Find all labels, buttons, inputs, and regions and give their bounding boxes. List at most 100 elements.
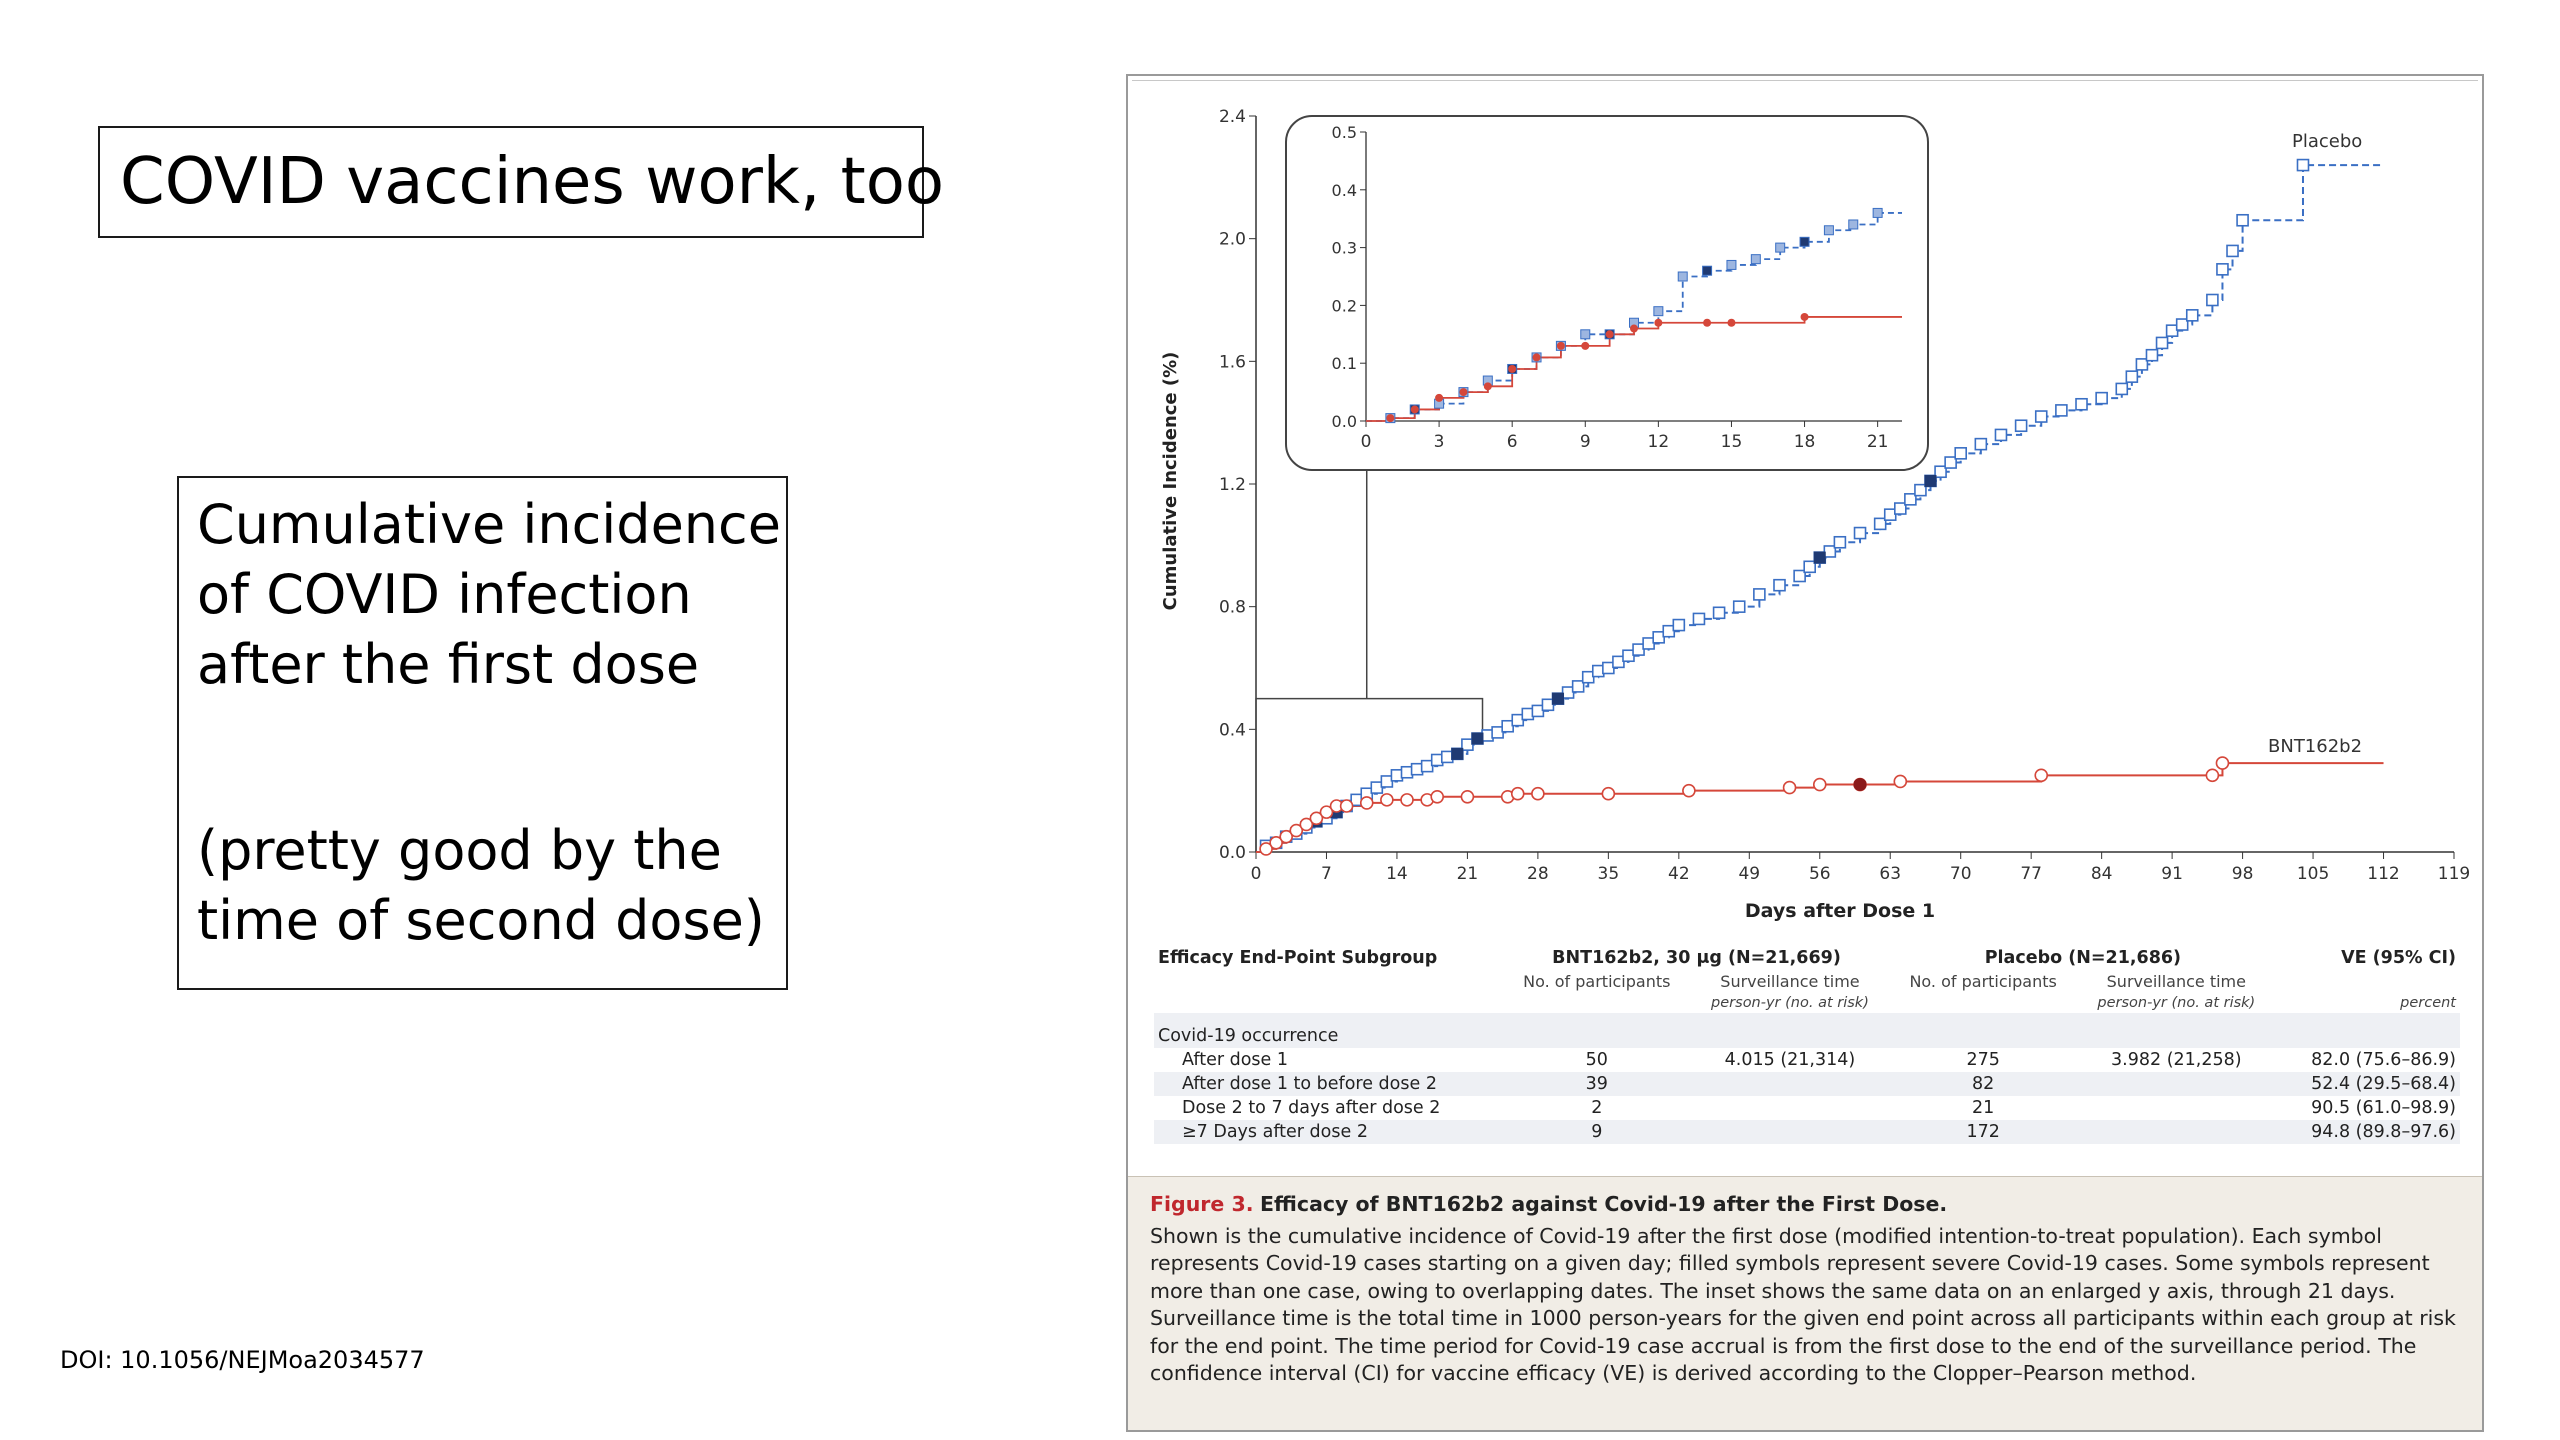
placebo-point — [2175, 318, 2189, 331]
table-group-label: Covid-19 occurrence — [1154, 1013, 2460, 1048]
row-label: After dose 1 to before dose 2 — [1154, 1072, 1504, 1096]
inset-placebo-point — [1848, 219, 1859, 230]
placebo-point — [1853, 526, 1867, 540]
caption-body: Shown is the cumulative incidence of Cov… — [1150, 1223, 2456, 1386]
vaccine-participants: 39 — [1503, 1072, 1691, 1096]
inset-vaccine-point — [1508, 364, 1517, 373]
placebo-point — [1904, 493, 1917, 506]
inset-placebo-point — [1726, 259, 1737, 270]
placebo-participants: 172 — [1889, 1120, 2077, 1144]
vaccine-point — [1782, 780, 1797, 795]
vaccine-participants: 9 — [1503, 1120, 1691, 1144]
x-tick-label: 119 — [2438, 864, 2470, 884]
inset-vaccine-point — [1459, 388, 1468, 397]
inset-y-tick-label: 0.5 — [1332, 123, 1357, 142]
placebo-point — [2145, 348, 2159, 362]
vaccine-point — [1893, 774, 1908, 789]
x-tick-label: 112 — [2367, 864, 2399, 884]
table-header-subgroup: Efficacy End-Point Subgroup — [1158, 948, 1438, 968]
vaccine-participants: 2 — [1591, 1098, 1603, 1118]
inset-y-tick-label: 0.3 — [1332, 239, 1357, 258]
inset-vaccine-point — [1630, 324, 1638, 333]
placebo-point — [1944, 456, 1957, 469]
inset-vaccine-point — [1581, 341, 1590, 350]
row-label: After dose 1 — [1182, 1050, 1288, 1070]
y-tick-label: 1.6 — [1219, 352, 1246, 372]
vaccine-point — [1319, 805, 1334, 819]
y-tick-label: 2.0 — [1219, 230, 1246, 250]
placebo-point — [2075, 397, 2088, 411]
vaccine-surveillance: 4.015 (21,314) — [1724, 1050, 1856, 1070]
caption-label: Figure 3. — [1150, 1192, 1254, 1216]
table-subheader-participants: No. of participants — [1909, 972, 2057, 991]
x-tick-label: 28 — [1527, 864, 1549, 884]
inset-vaccine-point — [1532, 353, 1541, 362]
placebo-point — [1712, 606, 1726, 620]
inset-y-tick-label: 0.4 — [1332, 181, 1357, 200]
x-tick-label: 91 — [2161, 864, 2183, 884]
table-subheader-participants: No. of participants — [1523, 972, 1671, 991]
placebo-point — [1823, 545, 1837, 558]
inset-y-tick-label: 0.0 — [1332, 412, 1357, 431]
table-row: ≥7 Days after dose 2 9 172 94.8 (89.8–97… — [1154, 1120, 2460, 1144]
placebo-point — [1914, 483, 1927, 497]
placebo-point — [2125, 370, 2139, 383]
placebo-point — [2155, 336, 2169, 350]
vaccine-point — [1309, 811, 1324, 826]
placebo-point — [1773, 578, 1786, 592]
vaccine-point — [1531, 786, 1545, 801]
inset-frame — [1285, 115, 1929, 471]
placebo-point — [1732, 600, 1746, 613]
placebo-point — [2185, 309, 2199, 322]
vaccine-point — [1289, 823, 1304, 838]
placebo-point — [2034, 410, 2048, 423]
x-tick-label: 105 — [2297, 864, 2329, 884]
inset-x-tick-label: 21 — [1867, 432, 1889, 452]
slide-title: COVID vaccines work, too — [98, 126, 944, 238]
vaccine-point — [1269, 835, 1283, 850]
table-header-ve: VE (95% CI) — [2341, 948, 2456, 968]
row-label: Dose 2 to 7 days after dose 2 — [1182, 1098, 1441, 1118]
inset-vaccine-point — [1654, 318, 1663, 327]
placebo-point — [1974, 437, 1988, 451]
placebo-point — [1692, 612, 1706, 626]
placebo-severe-point — [1552, 692, 1565, 705]
x-tick-label: 14 — [1386, 864, 1408, 884]
vaccine-point — [2034, 768, 2049, 783]
vaccine-point — [1279, 829, 1294, 844]
y-tick-label: 2.4 — [1219, 107, 1246, 127]
inset-placebo-point — [1799, 236, 1810, 247]
placebo-severe-point — [1471, 732, 1484, 745]
vaccine-point — [1682, 783, 1696, 798]
placebo-point — [1793, 569, 1806, 583]
y-axis-label: Cumulative Incidence (%) — [1160, 352, 1181, 611]
inset-placebo-point — [1580, 329, 1591, 340]
inset-x-tick-label: 12 — [1648, 432, 1670, 452]
placebo-point — [1994, 428, 2008, 442]
placebo-point — [1753, 588, 1766, 601]
inset-vaccine-point — [1483, 382, 1492, 391]
vaccine-point — [1430, 789, 1445, 804]
inset-x-tick-label: 3 — [1434, 432, 1445, 452]
placebo-point — [1803, 560, 1816, 574]
inset-vaccine-point — [1605, 330, 1614, 339]
caption-title: Efficacy of BNT162b2 against Covid-19 af… — [1260, 1192, 1948, 1216]
inset-x-tick-label: 15 — [1721, 432, 1743, 452]
inset-placebo-point — [1750, 254, 1761, 265]
placebo-series-label: Placebo — [2292, 131, 2362, 152]
placebo-point — [2296, 158, 2310, 172]
description-text: Cumulative incidence of COVID infection … — [197, 493, 781, 696]
vaccine-efficacy: 52.4 (29.5–68.4) — [2276, 1072, 2460, 1096]
vaccine-efficacy: 94.8 (89.8–97.6) — [2276, 1120, 2460, 1144]
placebo-severe-point — [1924, 474, 1937, 487]
row-label: ≥7 Days after dose 2 — [1154, 1120, 1504, 1144]
vaccine-point — [1359, 796, 1374, 810]
placebo-point — [2216, 263, 2229, 276]
table-subheader-person-yr: person-yr (no. at risk) — [1711, 995, 1869, 1011]
x-tick-label: 84 — [2091, 864, 2113, 884]
vaccine-surveillance — [1690, 1120, 1890, 1144]
placebo-participants: 21 — [1972, 1098, 1995, 1118]
description-box: Cumulative incidence of COVID infection … — [177, 476, 788, 990]
vaccine-point — [1812, 777, 1827, 792]
placebo-point — [2055, 404, 2068, 417]
